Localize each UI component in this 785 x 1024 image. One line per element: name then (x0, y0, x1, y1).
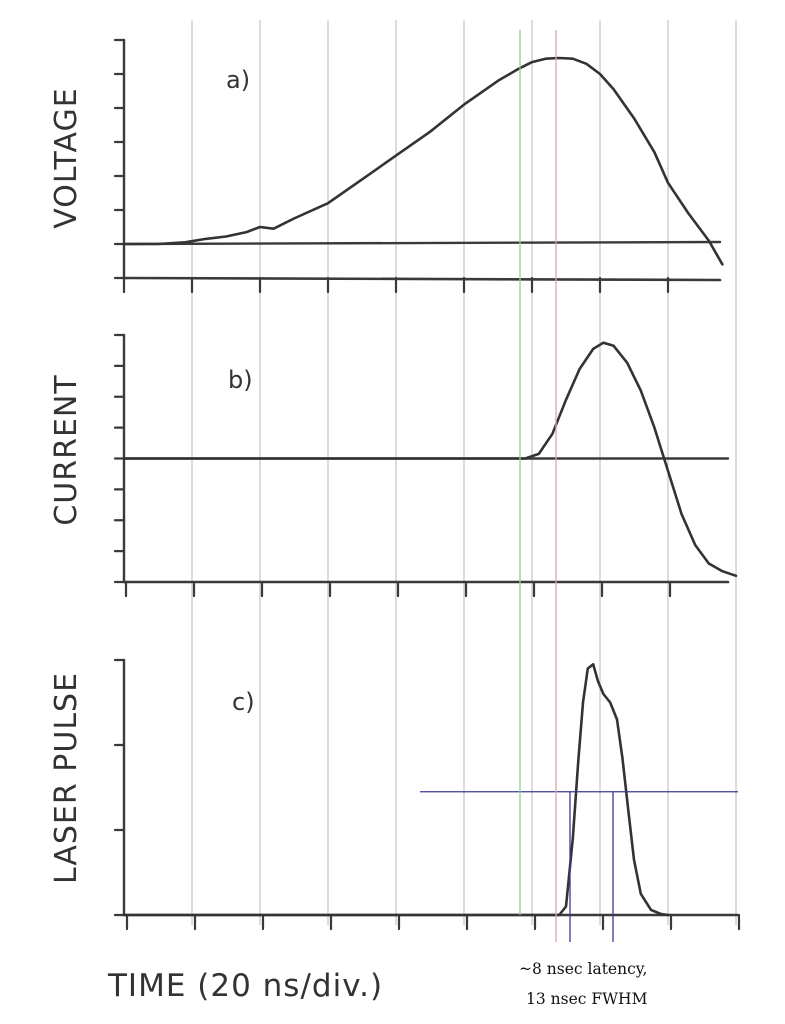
panel-a-label: a) (226, 66, 250, 94)
fwhm-annotation: 13 nsec FWHM (526, 990, 648, 1008)
current-panel (113, 333, 738, 598)
timing-markers (420, 30, 738, 942)
panel-c-label: c) (232, 688, 255, 716)
laser-pulse-curve (122, 663, 670, 917)
current-axis-label: CURRENT (49, 374, 84, 525)
voltage-curve (122, 56, 724, 266)
laser-pulse-axis-label: LASER PULSE (49, 672, 84, 884)
vertical-gridlines (191, 20, 737, 925)
time-axis-label: TIME (20 ns/div.) (107, 968, 383, 1004)
zero-baseline (122, 240, 722, 246)
laser-pulse-panel (113, 658, 741, 931)
x-axis-line (122, 276, 722, 282)
voltage-panel (113, 38, 724, 294)
panel-b-label: b) (228, 366, 253, 394)
current-curve (122, 341, 738, 578)
latency-annotation: ~8 nsec latency, (519, 960, 647, 978)
voltage-axis-label: VOLTAGE (49, 87, 84, 228)
